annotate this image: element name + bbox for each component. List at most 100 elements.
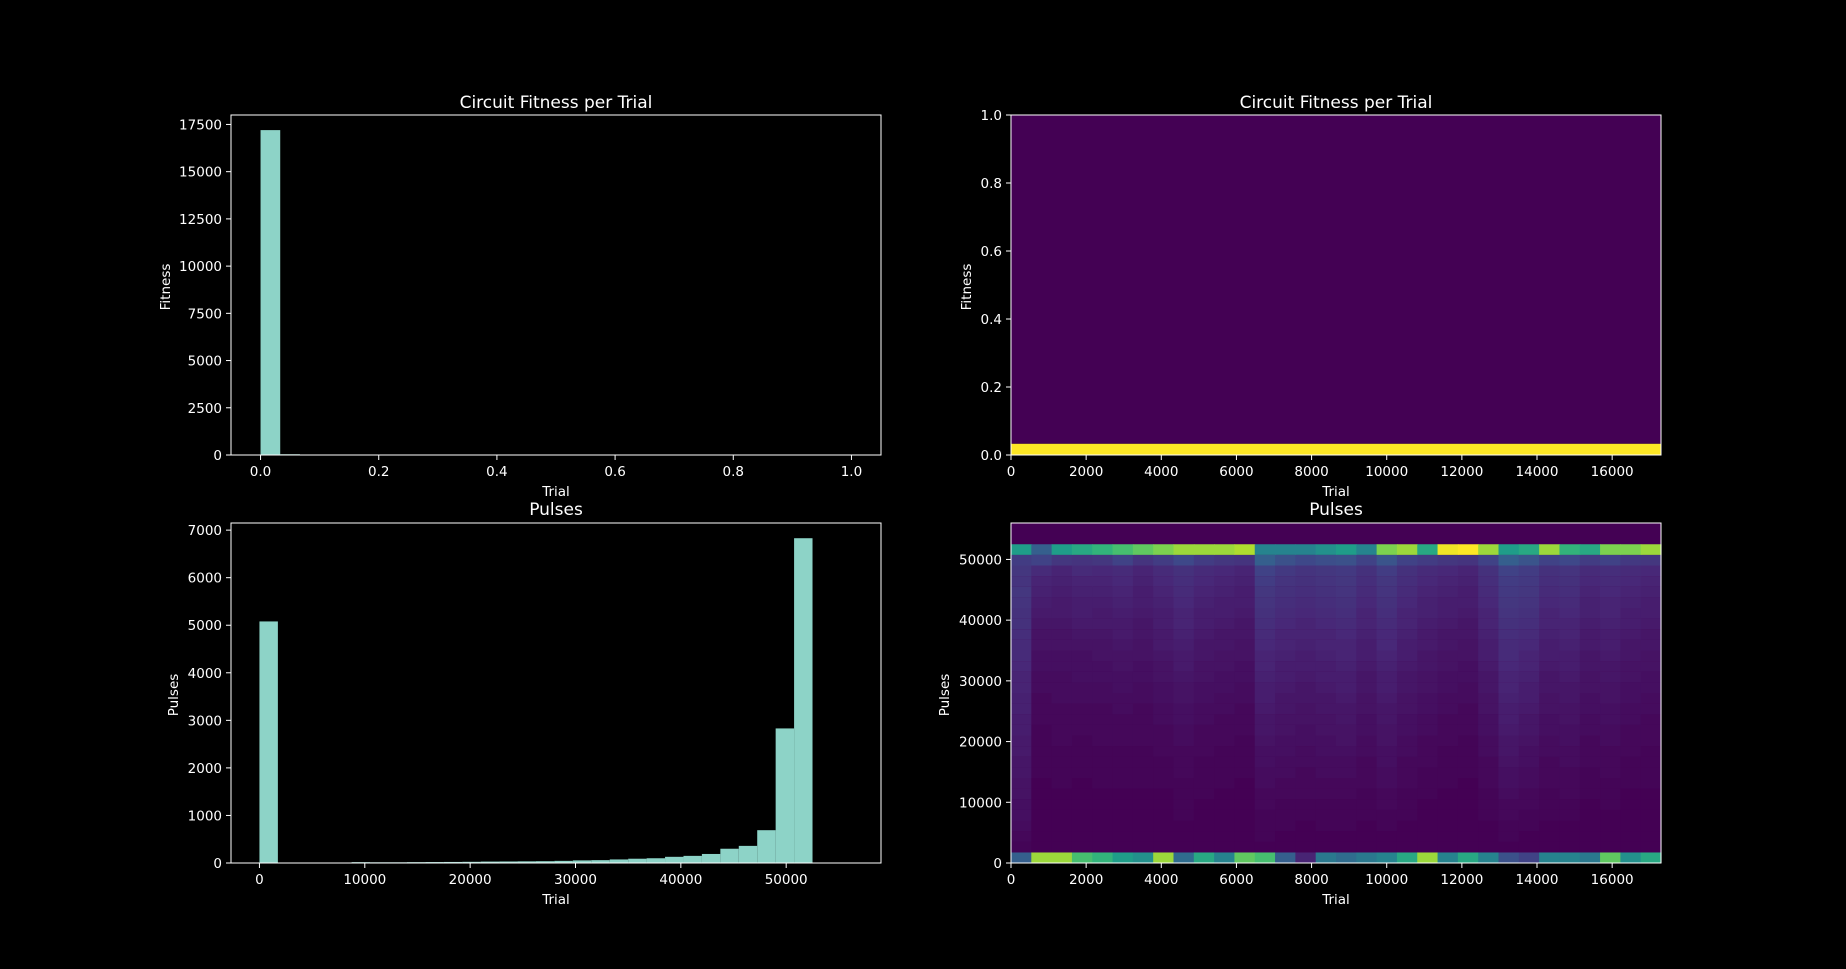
heatmap-cell [1417, 597, 1439, 608]
heatmap-cell [1173, 778, 1195, 789]
heatmap-cell [1336, 597, 1357, 608]
histogram-bar [665, 856, 684, 863]
heatmap-cell [1071, 661, 1093, 672]
heatmap-cell [1153, 756, 1175, 768]
heatmap-cell [1092, 746, 1114, 757]
heatmap-cell [1417, 682, 1439, 693]
heatmap-cell [1275, 639, 1296, 651]
heatmap-cell [1193, 608, 1215, 619]
heatmap-cell [1478, 629, 1500, 640]
heatmap-cell [1071, 565, 1093, 577]
heatmap-cell [1396, 554, 1418, 566]
heatmap-cell [1315, 650, 1337, 662]
heatmap-cell [1640, 650, 1662, 662]
histogram-bar [462, 861, 481, 863]
heatmap-cell [1214, 565, 1236, 577]
heatmap-cell [1539, 778, 1561, 789]
heatmap-cell [1478, 554, 1500, 566]
heatmap-cell [1173, 809, 1195, 821]
heatmap-cell [1640, 831, 1662, 842]
heatmap-cell [1498, 788, 1520, 800]
heatmap-cell [1396, 671, 1418, 683]
heatmap-cell [1275, 788, 1296, 800]
heatmap-cell [1234, 724, 1256, 736]
heatmap-cell [1457, 650, 1479, 662]
heatmap-cell [1315, 820, 1337, 832]
heatmap-cell [1498, 554, 1520, 566]
heatmap-cell [1193, 831, 1215, 842]
heatmap-cell [1214, 735, 1236, 747]
heatmap-cell [1193, 841, 1215, 853]
x-tick-label: 20000 [449, 872, 492, 888]
heatmap-cell [1579, 650, 1601, 662]
heatmap-cell [1600, 746, 1621, 757]
heatmap-cell [1295, 682, 1317, 693]
heatmap-cell [1498, 714, 1520, 725]
heatmap-cell [1396, 735, 1418, 747]
heatmap-cell [1620, 756, 1642, 768]
heatmap-cell [1254, 554, 1276, 566]
heatmap-cell [1214, 544, 1236, 555]
y-tick-label: 17500 [179, 117, 222, 133]
heatmap-cell [1498, 703, 1520, 715]
pulses-heatmap-panel: Pulses Trial Pulses 0 2000 4000 6000 8000 100… [937, 500, 1662, 908]
heatmap-cell [1295, 799, 1317, 810]
heatmap-cell [1153, 778, 1175, 789]
heatmap-cell [1600, 788, 1621, 800]
heatmap-cell [1051, 778, 1073, 789]
heatmap-cell [1051, 841, 1073, 853]
heatmap-cell [1579, 831, 1601, 842]
heatmap-cell [1153, 544, 1175, 555]
heatmap-cell [1275, 650, 1296, 662]
heatmap-cell [1640, 756, 1662, 768]
heatmap-cell [1539, 767, 1561, 778]
heatmap-cell [1193, 682, 1215, 693]
heatmap-cell [1132, 799, 1154, 810]
heatmap-cell [1011, 820, 1032, 832]
fitness-histogram-panel: Circuit Fitness per Trial Trial Fitness … [158, 93, 882, 500]
heatmap-cell [1640, 576, 1662, 587]
heatmap-cell [1193, 576, 1215, 587]
heatmap-cell [1254, 618, 1276, 630]
heatmap-cell [1214, 639, 1236, 651]
heatmap-cell [1437, 639, 1459, 651]
histogram-bar [259, 621, 278, 863]
heatmap-cell [1234, 544, 1256, 555]
heatmap-cell [1315, 756, 1337, 768]
x-tick-label: 0.4 [486, 464, 507, 480]
heatmap-cell [1356, 544, 1378, 555]
heatmap-cell [1376, 671, 1398, 683]
heatmap-cell [1600, 682, 1621, 693]
heatmap-cell [1457, 597, 1479, 608]
heatmap-cell [1376, 576, 1398, 587]
heatmap-cell [1620, 661, 1642, 672]
heatmap-cell [1295, 629, 1317, 640]
heatmap-cell [1275, 852, 1296, 863]
heatmap-cell [1193, 799, 1215, 810]
heatmap-cell [1498, 618, 1520, 630]
heatmap-cell [1132, 735, 1154, 747]
heatmap-cell [1600, 714, 1621, 725]
heatmap-cell [1600, 661, 1621, 672]
heatmap-cell [1193, 703, 1215, 715]
heatmap-cell [1051, 608, 1073, 619]
heatmap-cell [1417, 576, 1439, 587]
heatmap-cell [1559, 746, 1581, 757]
heatmap-cell [1234, 788, 1256, 800]
x-axis-label: Trial [1321, 484, 1350, 500]
heatmap-cell [1356, 788, 1378, 800]
heatmap-cell [1234, 703, 1256, 715]
heatmap-cell [1437, 746, 1459, 757]
heatmap-cell [1092, 756, 1114, 768]
heatmap-cell [1071, 724, 1093, 736]
heatmap-cell [1620, 565, 1642, 577]
heatmap-cell [1031, 639, 1053, 651]
heatmap-cell [1234, 852, 1256, 863]
heatmap-cell [1214, 831, 1236, 842]
heatmap-cell [1031, 841, 1053, 853]
heatmap-cell [1011, 767, 1032, 778]
x-tick-label: 10000 [1365, 872, 1408, 888]
heatmap-cell [1396, 799, 1418, 810]
heatmap-cell [1153, 639, 1175, 651]
heatmap-cell [1031, 565, 1053, 577]
